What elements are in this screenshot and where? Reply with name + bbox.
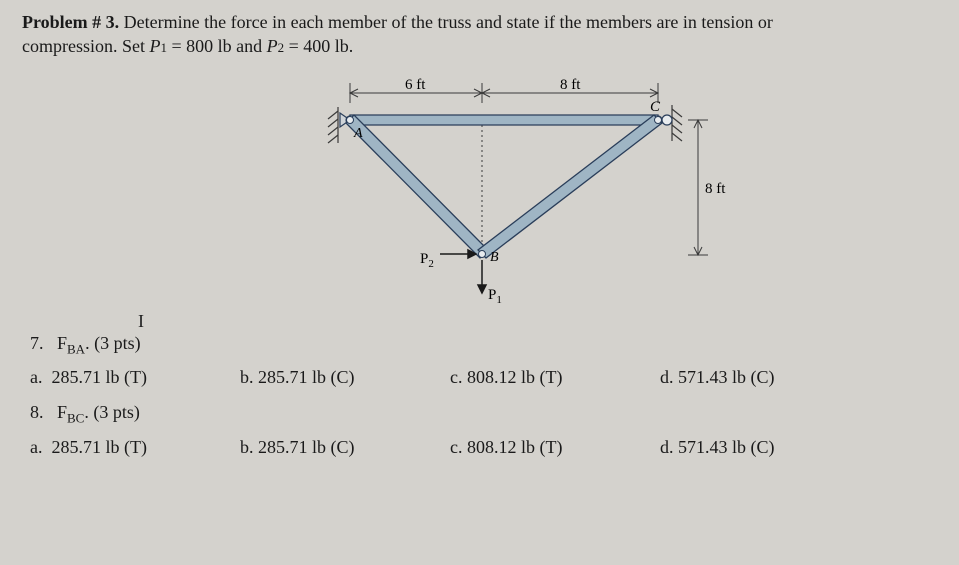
label-p1: P1 [488,287,502,306]
q8-sub: BC [67,411,84,426]
label-p2: P2 [420,251,434,270]
q7-pts: . (3 pts) [85,333,141,353]
q8-opt-b: b. 285.71 lb (C) [240,437,450,458]
truss-figure: 6 ft 8 ft 8 ft [220,65,740,315]
label-a: A [353,126,363,141]
q8-line: 8. FBC. (3 pts) [30,402,937,427]
q8-f: F [57,402,67,422]
q7-opt-c: c. 808.12 lb (T) [450,367,660,388]
eq1: = 800 lb and [167,36,267,56]
dim-8ft: 8 ft [560,77,581,93]
problem-statement: Problem # 3. Determine the force in each… [22,10,937,59]
q7-a-text: 285.71 lb (T) [52,367,147,387]
problem-text-2: compression. Set [22,36,150,56]
q7-sub: BA [67,341,85,356]
q8-a-text: 285.71 lb (T) [52,437,147,457]
q7-line: 7. FBA. (3 pts) [30,333,937,358]
q7-f: F [57,333,67,353]
eq2: = 400 lb. [284,36,353,56]
q7-num: 7. [30,333,44,353]
q8-opt-c: c. 808.12 lb (T) [450,437,660,458]
q8-num: 8. [30,402,44,422]
page: Problem # 3. Determine the force in each… [0,0,959,458]
problem-label: Problem # 3. [22,12,119,32]
q7-options: a. 285.71 lb (T) b. 285.71 lb (C) c. 808… [30,367,937,388]
dim-6ft: 6 ft [405,77,426,93]
label-b: B [490,250,499,265]
q8-options: a. 285.71 lb (T) b. 285.71 lb (C) c. 808… [30,437,937,458]
p2-var: P [267,36,278,56]
p1-var: P [150,36,161,56]
q8-a-prefix: a. [30,437,43,457]
dim-8ft-v: 8 ft [705,181,726,197]
q8-opt-d: d. 571.43 lb (C) [660,437,870,458]
label-c: C [650,99,661,115]
questions: I 7. FBA. (3 pts) a. 285.71 lb (T) b. 28… [30,333,937,458]
q7-a-prefix: a. [30,367,43,387]
q7-opt-d: d. 571.43 lb (C) [660,367,870,388]
problem-text-1: Determine the force in each member of th… [124,12,773,32]
q8-pts: . (3 pts) [84,402,140,422]
q7-opt-b: b. 285.71 lb (C) [240,367,450,388]
q7-opt-a: a. 285.71 lb (T) [30,367,240,388]
hand-annot: I [138,311,144,332]
q8-opt-a: a. 285.71 lb (T) [30,437,240,458]
